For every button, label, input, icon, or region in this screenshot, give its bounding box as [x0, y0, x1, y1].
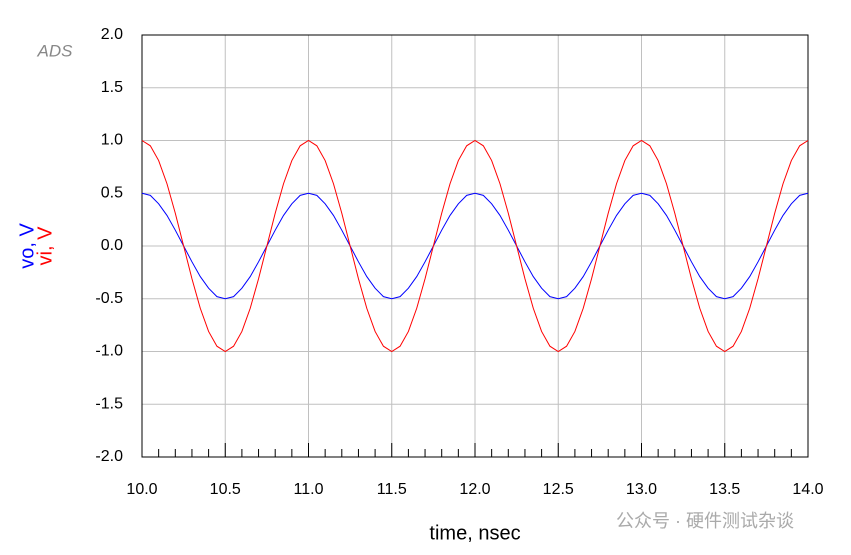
x-tick-label: 10.0: [126, 481, 157, 498]
watermark: 公众号 · 硬件测试杂谈: [616, 511, 794, 531]
y-tick-label: 0.5: [101, 184, 123, 201]
series-line: [141, 139, 809, 353]
y-tick-label: 1.0: [101, 132, 123, 149]
x-tick-label: 12.0: [459, 481, 490, 498]
y-tick-label: 2.0: [101, 26, 123, 43]
x-tick-label: 11.5: [377, 481, 407, 498]
y-tick-label: -2.0: [95, 448, 123, 465]
y-tick-label: -0.5: [95, 290, 123, 307]
y-tick-label: 0.0: [101, 237, 123, 254]
x-axis-label: time, nsec: [429, 522, 520, 544]
x-tick-label: 10.5: [210, 481, 241, 498]
x-tick-label: 13.0: [626, 481, 657, 498]
y-tick-label: -1.5: [95, 395, 123, 412]
plot-frame: [141, 34, 809, 458]
y-tick-label: 1.5: [101, 79, 123, 96]
x-tick-label: 14.0: [792, 481, 823, 498]
y-axis-label: vi, V: [34, 226, 56, 266]
series-line: [141, 192, 809, 300]
y-axis-label: vo, V: [16, 223, 38, 269]
x-tick-label: 12.5: [543, 481, 574, 498]
x-tick-label: 11.0: [294, 481, 324, 498]
logo: ADS: [37, 41, 74, 60]
x-tick-label: 13.5: [709, 481, 740, 498]
y-tick-label: -1.0: [95, 343, 123, 360]
